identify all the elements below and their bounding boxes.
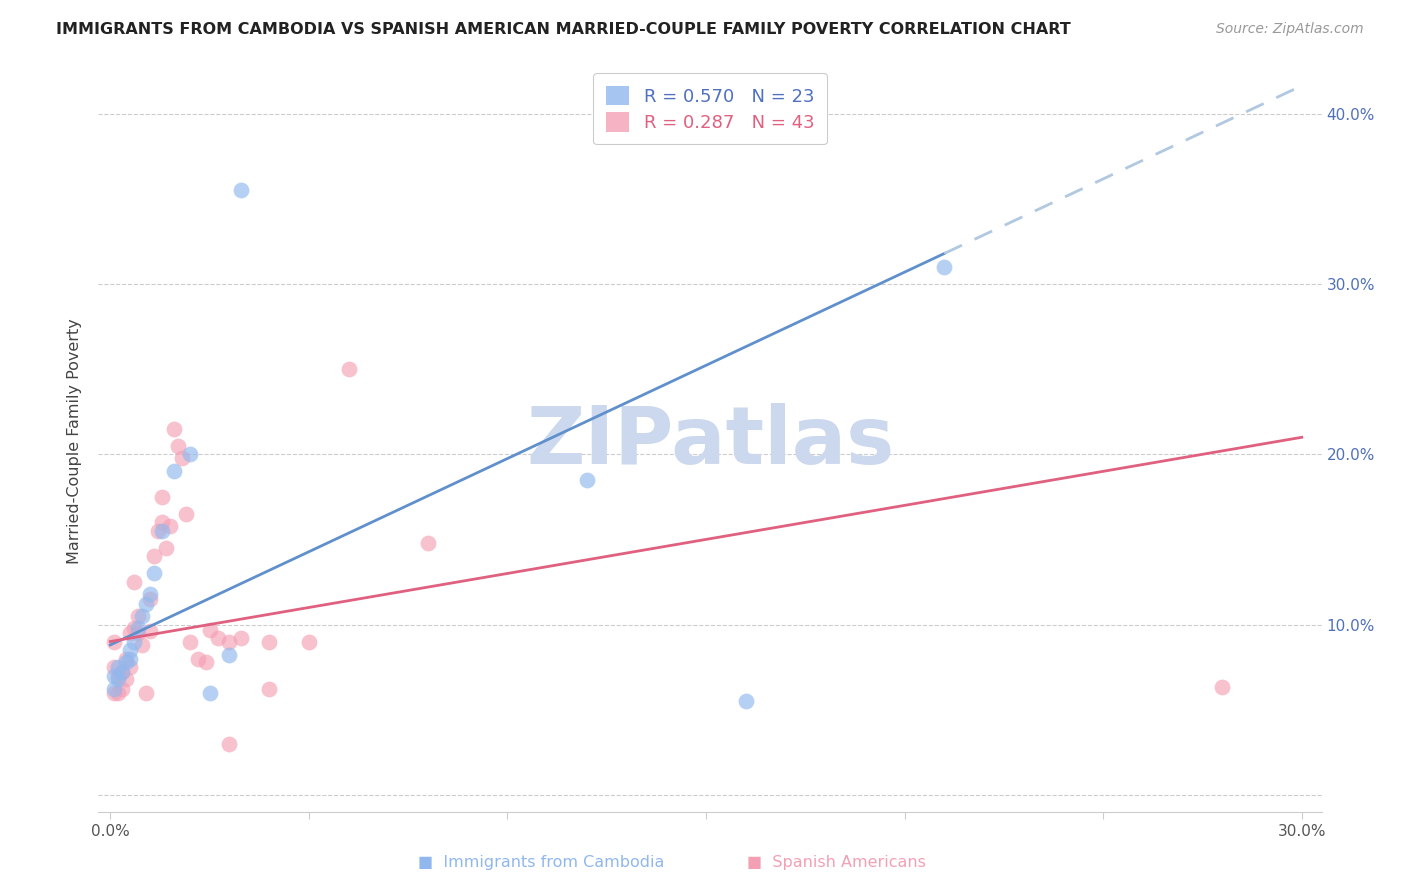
Point [111, 665, 134, 680]
Point [135, 597, 157, 611]
Point [179, 447, 201, 461]
Point [207, 631, 229, 645]
Point [194, 655, 217, 669]
Point [734, 694, 756, 708]
Point [139, 624, 162, 639]
Point [198, 685, 221, 699]
Point [257, 682, 280, 697]
Text: IMMIGRANTS FROM CAMBODIA VS SPANISH AMERICAN MARRIED-COUPLE FAMILY POVERTY CORRE: IMMIGRANTS FROM CAMBODIA VS SPANISH AMER… [56, 22, 1071, 37]
Y-axis label: Married-Couple Family Poverty: Married-Couple Family Poverty [67, 318, 83, 565]
Point [127, 626, 149, 640]
Text: ■  Immigrants from Cambodia: ■ Immigrants from Cambodia [418, 855, 665, 870]
Point [146, 524, 169, 538]
Point [127, 621, 149, 635]
Point [187, 651, 209, 665]
Point [231, 631, 253, 645]
Point [218, 634, 240, 648]
Point [416, 536, 439, 550]
Point [111, 665, 134, 680]
Point [1211, 681, 1233, 695]
Point [575, 473, 598, 487]
Point [139, 591, 162, 606]
Point [122, 621, 145, 635]
Point [218, 737, 240, 751]
Point [103, 682, 125, 697]
Point [120, 660, 142, 674]
Point [115, 655, 138, 669]
Point [155, 541, 177, 555]
Point [103, 634, 125, 648]
Point [131, 638, 153, 652]
Point [218, 648, 240, 662]
Point [107, 672, 129, 686]
Point [120, 643, 142, 657]
Legend: R = 0.570   N = 23, R = 0.287   N = 43: R = 0.570 N = 23, R = 0.287 N = 43 [593, 73, 827, 145]
Point [122, 634, 145, 648]
Point [143, 566, 166, 581]
Point [120, 626, 142, 640]
Point [257, 634, 280, 648]
Point [198, 623, 221, 637]
Text: ZIPatlas: ZIPatlas [526, 402, 894, 481]
Point [120, 651, 142, 665]
Point [143, 549, 166, 564]
Point [337, 362, 360, 376]
Point [103, 660, 125, 674]
Text: ■  Spanish Americans: ■ Spanish Americans [747, 855, 927, 870]
Point [115, 651, 138, 665]
Point [150, 524, 173, 538]
Point [103, 685, 125, 699]
Point [107, 685, 129, 699]
Point [139, 587, 162, 601]
Point [298, 634, 321, 648]
Point [179, 634, 201, 648]
Point [131, 609, 153, 624]
Point [103, 668, 125, 682]
Point [107, 660, 129, 674]
Point [150, 516, 173, 530]
Text: Source: ZipAtlas.com: Source: ZipAtlas.com [1216, 22, 1364, 37]
Point [135, 685, 157, 699]
Point [111, 682, 134, 697]
Point [231, 184, 253, 198]
Point [163, 464, 186, 478]
Point [115, 672, 138, 686]
Point [163, 422, 186, 436]
Point [174, 507, 197, 521]
Point [127, 609, 149, 624]
Point [170, 450, 193, 465]
Point [159, 518, 181, 533]
Point [934, 260, 956, 274]
Point [107, 668, 129, 682]
Point [150, 490, 173, 504]
Point [166, 439, 188, 453]
Point [122, 574, 145, 589]
